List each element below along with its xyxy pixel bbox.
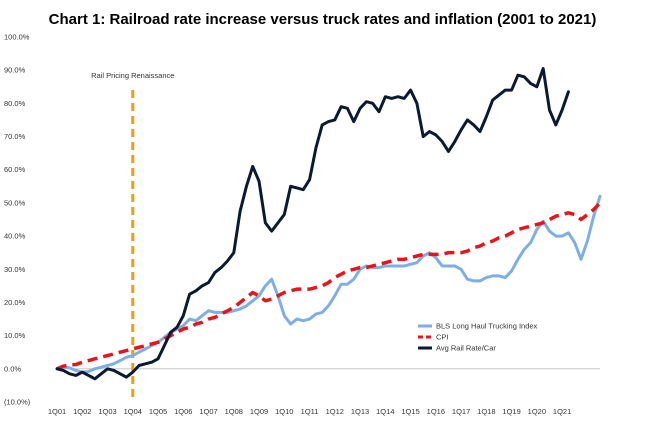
annotation-label: Rail Pricing Renaissance <box>91 71 174 80</box>
series-lines <box>55 67 602 381</box>
x-tick-label: 1Q17 <box>452 407 470 416</box>
y-tick-label: 70.0% <box>4 132 26 141</box>
y-tick-label: 10.0% <box>4 331 26 340</box>
x-axis-ticks: 1Q01 1Q02 1Q03 1Q04 1Q05 1Q06 1Q07 1Q08 1Q09 1Q10… <box>48 407 571 416</box>
y-tick-label: 30.0% <box>4 265 26 274</box>
legend-label: BLS Long Haul Trucking Index <box>436 322 538 331</box>
x-tick-label: 1Q06 <box>174 407 192 416</box>
chart-title: Chart 1: Railroad rate increase versus t… <box>48 11 597 28</box>
series-line-3 <box>55 67 570 381</box>
x-tick-label: 1Q20 <box>528 407 546 416</box>
y-tick-label: (10.0%) <box>4 398 31 407</box>
x-tick-label: 1Q01 <box>48 407 66 416</box>
x-tick-label: 1Q13 <box>351 407 369 416</box>
legend-label: Avg Rail Rate/Car <box>436 344 496 353</box>
x-tick-label: 1Q21 <box>553 407 571 416</box>
annotation: Rail Pricing Renaissance <box>91 71 174 402</box>
x-tick-label: 1Q11 <box>301 407 319 416</box>
x-tick-label: 1Q10 <box>275 407 293 416</box>
x-tick-label: 1Q05 <box>149 407 167 416</box>
y-tick-label: 60.0% <box>4 165 26 174</box>
x-tick-label: 1Q08 <box>225 407 243 416</box>
x-tick-label: 1Q16 <box>427 407 445 416</box>
x-tick-label: 1Q09 <box>250 407 268 416</box>
series-line-2 <box>56 201 602 371</box>
y-tick-label: 50.0% <box>4 198 26 207</box>
y-tick-label: 0.0% <box>4 364 21 373</box>
y-tick-label: 40.0% <box>4 232 26 241</box>
legend[interactable]: BLS Long Haul Trucking Index CPI Avg Rail … <box>418 322 538 353</box>
x-tick-label: 1Q03 <box>98 407 116 416</box>
x-tick-label: 1Q12 <box>326 407 344 416</box>
y-axis-ticks: (10.0%) 0.0% 10.0% 20.0% 30.0% 40.0% 50.0% 60.0… <box>4 33 600 407</box>
x-tick-label: 1Q02 <box>73 407 91 416</box>
x-tick-label: 1Q18 <box>477 407 495 416</box>
y-tick-label: 20.0% <box>4 298 26 307</box>
x-tick-label: 1Q04 <box>124 407 142 416</box>
y-tick-label: 80.0% <box>4 99 26 108</box>
y-tick-label: 90.0% <box>4 66 26 75</box>
x-tick-label: 1Q15 <box>401 407 419 416</box>
x-tick-label: 1Q14 <box>376 407 394 416</box>
legend-label: CPI <box>436 333 449 342</box>
y-tick-label: 100.0% <box>4 33 30 42</box>
x-tick-label: 1Q07 <box>199 407 217 416</box>
x-tick-label: 1Q19 <box>502 407 520 416</box>
series-line-1 <box>55 194 602 374</box>
